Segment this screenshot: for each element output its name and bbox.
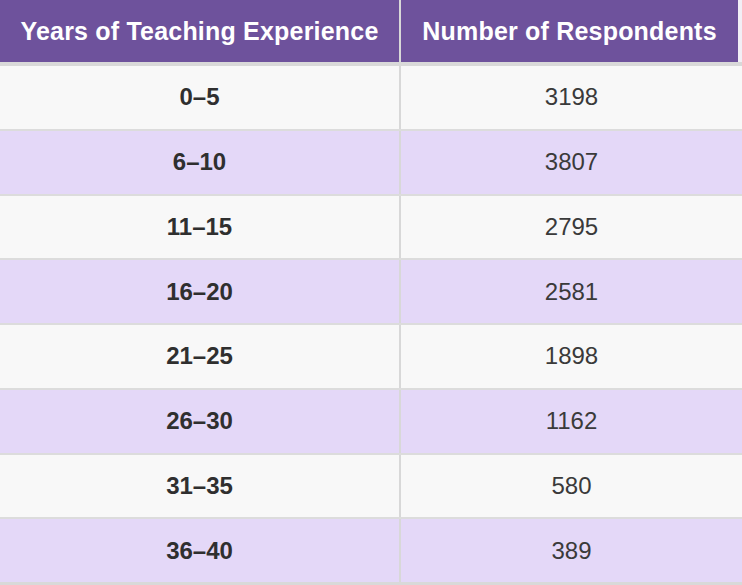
experience-cell: 31–35 [0,455,399,518]
table-row: 6–10 3807 [0,131,742,196]
column-header-respondents: Number of Respondents [401,0,738,62]
respondents-cell: 389 [401,519,742,582]
table-header-row: Years of Teaching Experience Number of R… [0,0,742,62]
table-row: 16–20 2581 [0,260,742,325]
teaching-experience-table: Years of Teaching Experience Number of R… [0,0,742,585]
respondents-cell: 3198 [401,66,742,129]
column-header-experience: Years of Teaching Experience [0,0,399,62]
table-row: 31–35 580 [0,455,742,520]
experience-cell: 6–10 [0,131,399,194]
table-row: 26–30 1162 [0,390,742,455]
experience-cell: 36–40 [0,519,399,582]
experience-cell: 26–30 [0,390,399,453]
experience-cell: 21–25 [0,325,399,388]
respondents-cell: 3807 [401,131,742,194]
experience-cell: 16–20 [0,260,399,323]
respondents-cell: 1162 [401,390,742,453]
respondents-cell: 2581 [401,260,742,323]
respondents-cell: 1898 [401,325,742,388]
experience-cell: 11–15 [0,196,399,259]
table-row: 36–40 389 [0,519,742,585]
table-row: 21–25 1898 [0,325,742,390]
respondents-cell: 580 [401,455,742,518]
experience-cell: 0–5 [0,66,399,129]
table-row: 11–15 2795 [0,196,742,261]
table-row: 0–5 3198 [0,66,742,131]
respondents-cell: 2795 [401,196,742,259]
